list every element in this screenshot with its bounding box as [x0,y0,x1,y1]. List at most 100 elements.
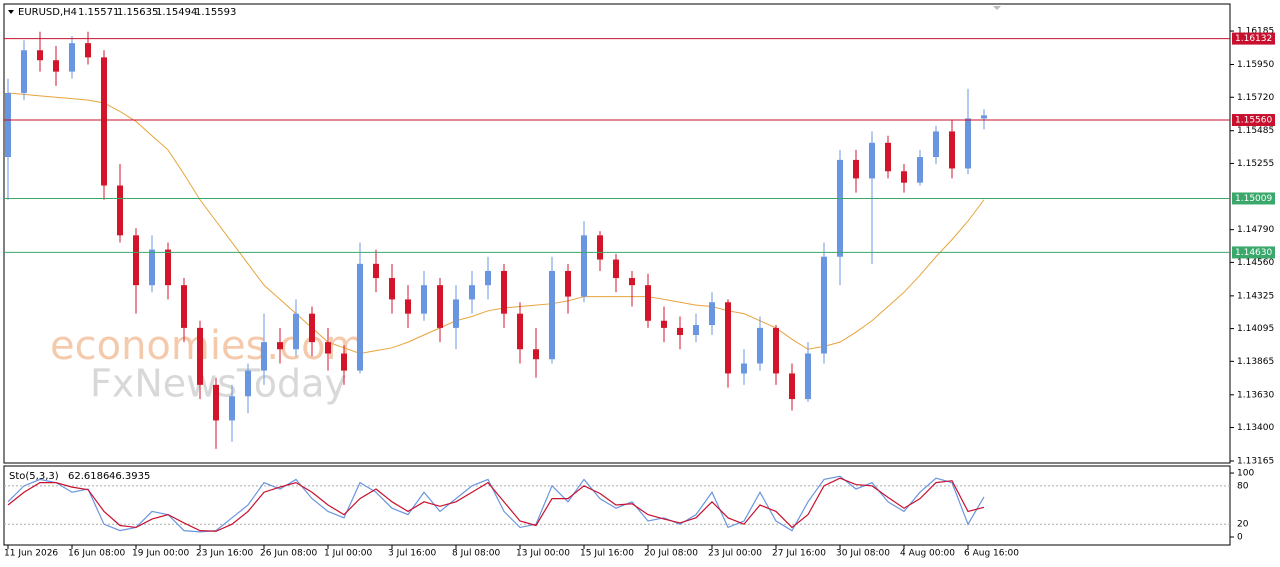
candle-body [773,327,779,374]
level-tag-label: 1.16132 [1235,34,1272,44]
x-tick-label: 19 Jun 00:00 [132,549,189,559]
x-tick-label: 8 Jul 08:00 [452,549,501,559]
x-tick-label: 15 Jul 16:00 [580,549,634,559]
candle-body [725,302,731,374]
y-tick-label: 1.13865 [1237,357,1274,367]
candle-body [53,60,59,72]
candle-body [837,159,843,257]
candle-body [133,235,139,286]
stoch-line [7,475,985,533]
candle-body [421,285,427,314]
candle-body [469,285,475,300]
candle-body [437,285,443,328]
stoch-value: 46.3935 [109,471,150,482]
ohlc-value: 1.15635 [117,7,158,18]
x-tick-label: 23 Jul 00:00 [708,549,762,559]
x-tick-label: 20 Jul 08:00 [644,549,698,559]
ohlc-value: 1.15494 [156,7,197,18]
candle-body [5,92,11,158]
candle-body [885,142,891,172]
x-tick-label: 26 Jun 08:00 [260,549,317,559]
level-tag-label: 1.14630 [1235,248,1272,258]
candle-body [261,342,267,371]
candle-body [693,325,699,336]
stoch-title: Sto(5,3,3) [9,471,59,482]
level-tag-box [1232,32,1275,45]
y-tick-label: 80 [1237,481,1249,491]
y-tick-label: 100 [1237,469,1254,479]
y-tick-label: 1.14095 [1237,324,1274,334]
y-tick-label: 1.16185 [1237,27,1274,37]
candle-body [149,249,155,286]
x-tick-label: 11 Jun 2026 [4,549,58,559]
y-tick-label: 1.14325 [1237,291,1274,301]
candle-body [549,270,555,360]
x-tick-label: 1 Jul 00:00 [324,549,373,559]
menu-arrow[interactable] [8,10,14,14]
level-tag-box [1232,114,1275,127]
candle-body [453,299,459,328]
candle-body [213,384,219,421]
candle-body [37,50,43,61]
candle-body [197,327,203,385]
x-tick-label: 23 Jun 16:00 [196,549,253,559]
x-tick-label: 4 Aug 00:00 [900,549,955,559]
level-tag: 1.15560 [1232,114,1275,127]
level-tag: 1.15009 [1232,192,1275,205]
candle-body [373,263,379,279]
candle-body [485,270,491,286]
y-tick-label: 1.13630 [1237,390,1274,400]
candle-body [597,235,603,260]
candle-body [501,270,507,314]
y-tick-label: 20 [1237,520,1249,530]
candle-body [165,249,171,286]
candle-body [741,363,747,374]
stoch-value: 62.6186 [68,471,109,482]
candle-body [357,263,363,371]
candle-body [21,50,27,93]
candle-body [933,131,939,158]
stoch-line [7,477,985,532]
candle-body [581,235,587,297]
level-tag-box [1232,246,1275,259]
candle-body [85,43,91,58]
candle-body [661,320,667,328]
candle-body [517,313,523,350]
y-tick-label: 1.15255 [1237,159,1274,169]
candle-body [981,115,987,119]
candle-body [821,256,827,354]
candle-body [805,353,811,400]
candle-body [229,396,235,421]
candle-body [309,313,315,343]
symbol-title: EURUSD,H4 [18,7,77,18]
level-tag-label: 1.15560 [1235,116,1272,126]
candle-body [341,353,347,371]
candle-body [101,57,107,186]
scroll-marker [993,6,1001,10]
x-tick-label: 6 Aug 16:00 [964,549,1019,559]
candle-body [181,285,187,328]
y-tick-label: 1.14790 [1237,225,1274,235]
ohlc-value: 1.15571 [78,7,119,18]
candle-body [245,370,251,397]
candle-body [533,349,539,360]
y-tick-label: 0 [1237,533,1243,543]
candle-body [277,342,283,350]
candle-body [789,373,795,400]
candle-body [69,43,75,72]
candle-body [677,327,683,336]
x-tick-label: 13 Jul 00:00 [516,549,570,559]
candle-body [405,299,411,314]
candle-body [613,259,619,279]
candle-body [949,131,955,169]
level-tag-box [1232,192,1275,205]
level-tag: 1.14630 [1232,246,1275,259]
candle-body [389,278,395,300]
candle-body [869,142,875,179]
y-tick-label: 1.13400 [1237,423,1274,433]
y-tick-label: 1.15485 [1237,126,1274,136]
y-tick-label: 1.13165 [1237,457,1274,467]
x-tick-label: 27 Jul 16:00 [772,549,826,559]
x-tick-label: 16 Jun 08:00 [68,549,125,559]
